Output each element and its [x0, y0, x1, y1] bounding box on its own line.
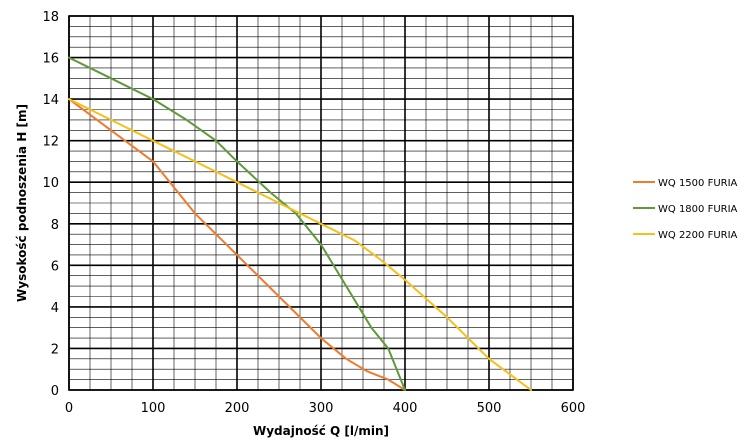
x-tick-label: 500 — [477, 401, 502, 416]
series-line-2 — [68, 56, 406, 391]
legend: WQ 1500 FURIA WQ 1800 FURIA WQ 2200 FURIA — [633, 178, 738, 241]
x-tick-label: 300 — [309, 401, 334, 416]
x-tick-label: 0 — [65, 401, 73, 416]
x-axis-title: Wydajność Q [l/min] — [253, 424, 389, 438]
x-tick-label: 200 — [225, 401, 250, 416]
y-tick-label: 0 — [51, 384, 59, 399]
x-tick-label: 400 — [393, 401, 418, 416]
y-tick-label: 16 — [42, 52, 59, 67]
major-grid — [68, 15, 574, 391]
series-layer — [68, 56, 532, 391]
series-line-1 — [68, 98, 406, 391]
legend-label-3: WQ 2200 FURIA — [658, 230, 738, 241]
y-tick-label: 8 — [51, 218, 59, 233]
x-tick-label: 600 — [561, 401, 586, 416]
legend-label-1: WQ 1500 FURIA — [658, 178, 738, 189]
legend-label-2: WQ 1800 FURIA — [658, 204, 738, 215]
y-tick-label: 18 — [42, 10, 59, 25]
y-tick-label: 4 — [51, 301, 59, 316]
x-tick-label: 100 — [141, 401, 166, 416]
plot-frame — [68, 15, 574, 391]
y-tick-label: 14 — [42, 93, 59, 108]
y-tick-label: 10 — [42, 176, 59, 191]
y-tick-label: 6 — [51, 259, 59, 274]
y-tick-label: 12 — [42, 135, 59, 150]
y-tick-label: 2 — [51, 342, 59, 357]
tick-labels: 0 100 200 300 400 500 600 0 2 4 6 8 10 12 14 16 18 — [42, 10, 585, 416]
y-axis-title: Wysokość podnoszenia H [m] — [15, 104, 29, 302]
series-line-3 — [68, 98, 532, 391]
